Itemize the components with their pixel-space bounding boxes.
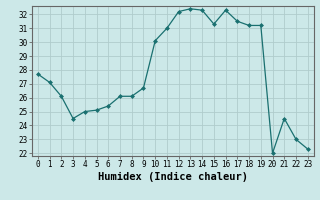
X-axis label: Humidex (Indice chaleur): Humidex (Indice chaleur) [98, 172, 248, 182]
